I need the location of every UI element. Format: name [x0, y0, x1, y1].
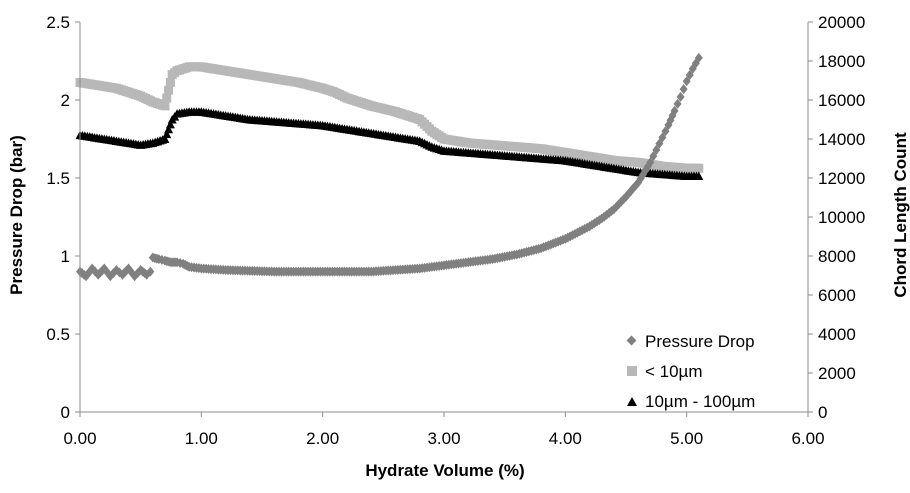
y2-tick-label: 2000 — [818, 364, 856, 383]
data-point — [685, 70, 694, 81]
y2-tick-label: 6000 — [818, 286, 856, 305]
data-point — [160, 134, 170, 143]
data-point — [670, 105, 679, 116]
y2-tick-label: 18000 — [818, 52, 865, 71]
series-10-m — [75, 62, 704, 173]
y-tick-label: 2 — [61, 91, 70, 110]
legend: Pressure Drop < 10µm 10µm - 100µm — [626, 332, 755, 411]
legend-marker-mid-chords — [627, 397, 637, 406]
data-point — [162, 129, 172, 139]
y-tick-label: 1 — [61, 247, 70, 266]
y2-tick-label: 14000 — [818, 130, 865, 149]
y2-tick-label: 0 — [818, 403, 827, 422]
y2-tick-label: 20000 — [818, 13, 865, 32]
data-point — [164, 85, 174, 95]
legend-marker-small-chords — [627, 366, 637, 376]
data-point — [649, 151, 658, 162]
y2-tick-label: 12000 — [818, 169, 865, 188]
x-tick-label: 2.00 — [306, 429, 339, 448]
data-point — [694, 163, 704, 173]
x-tick-label: 3.00 — [427, 429, 460, 448]
data-point — [652, 144, 661, 155]
data-point — [646, 157, 655, 168]
x-tick-label: 0.00 — [63, 429, 96, 448]
data-point — [679, 84, 688, 95]
x-tick-label: 1.00 — [185, 429, 218, 448]
y-tick-label: 1.5 — [46, 169, 70, 188]
series-pressure-drop — [76, 52, 703, 282]
x-axis-title: Hydrate Volume (%) — [365, 461, 524, 480]
data-point — [165, 119, 175, 129]
data-point — [655, 138, 664, 149]
series-10-m-100-m — [75, 107, 704, 181]
y-axis-title: Pressure Drop (bar) — [7, 135, 26, 295]
y-tick-label: 0.5 — [46, 325, 70, 344]
legend-label-pressure-drop: Pressure Drop — [645, 332, 755, 351]
y2-tick-label: 8000 — [818, 247, 856, 266]
y2-tick-label: 10000 — [818, 208, 865, 227]
data-point — [162, 93, 172, 103]
data-point — [676, 91, 685, 102]
x-tick-label: 4.00 — [549, 429, 582, 448]
data-point — [146, 266, 155, 277]
legend-label-small-chords: < 10µm — [645, 362, 703, 381]
y-tick-label: 0 — [61, 403, 70, 422]
plot-area — [75, 52, 704, 282]
data-point — [658, 132, 667, 143]
legend-label-mid-chords: 10µm - 100µm — [645, 392, 755, 411]
x-tick-label: 5.00 — [670, 429, 703, 448]
y2-axis-title: Chord Length Count — [891, 132, 910, 298]
data-point — [165, 77, 175, 87]
y2-tick-label: 16000 — [818, 91, 865, 110]
data-point — [694, 171, 704, 181]
y-tick-label: 2.5 — [46, 13, 70, 32]
data-point — [694, 52, 703, 63]
y2-tick-label: 4000 — [818, 325, 856, 344]
legend-marker-pressure-drop — [626, 335, 637, 346]
data-point — [661, 126, 670, 137]
data-point — [160, 101, 170, 111]
axes: 0.00 1.00 2.00 3.00 4.00 5.00 6.00 0 0.5 1 1.5 2 2.5… — [46, 13, 865, 448]
x-tick-label: 6.00 — [791, 429, 824, 448]
data-point — [682, 76, 691, 87]
data-point — [164, 124, 174, 134]
data-point — [673, 98, 682, 109]
